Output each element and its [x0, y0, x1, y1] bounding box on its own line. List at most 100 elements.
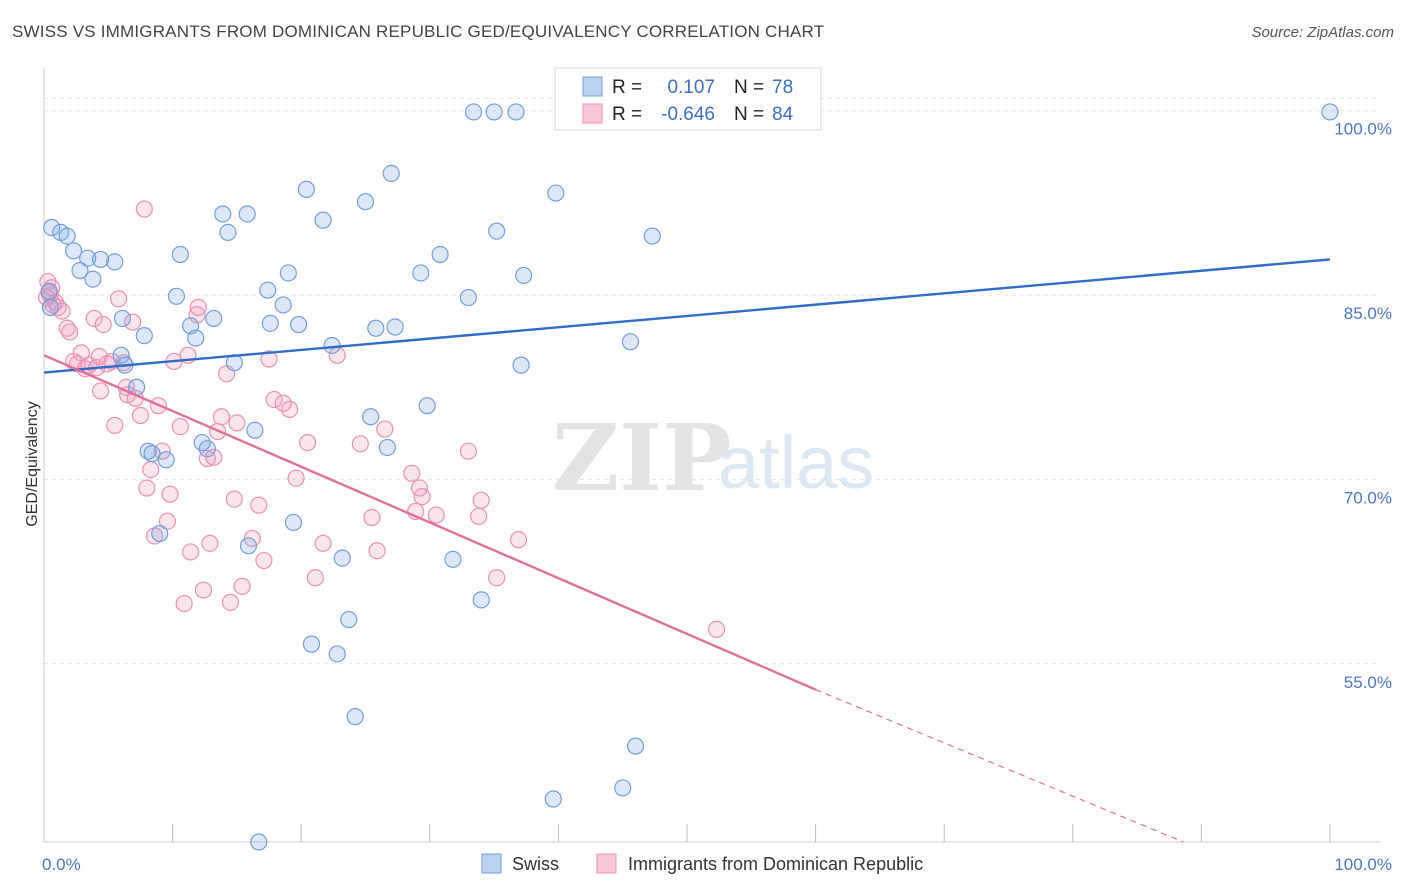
- swiss-point-50: [382, 164, 400, 183]
- swiss-point-47: [362, 408, 380, 426]
- swiss-point-58: [472, 591, 490, 609]
- swiss-point-69: [621, 333, 640, 351]
- watermark-atlas: atlas: [718, 421, 874, 504]
- swiss-point-54: [431, 245, 449, 264]
- swiss-point-64: [544, 790, 562, 808]
- dominican-point-79: [707, 620, 726, 638]
- dominican-point-12: [85, 309, 103, 328]
- swiss-point-8: [106, 253, 124, 271]
- swiss-point-2: [58, 227, 76, 245]
- swiss-point-62: [512, 356, 530, 374]
- swiss-point-26: [219, 223, 237, 241]
- legend-r-label-2: R =: [612, 104, 642, 125]
- y-tick-label-0: 55.0%: [1344, 673, 1392, 692]
- dominican-point-37: [175, 594, 193, 613]
- bottom-legend-swatch-swiss: [481, 853, 502, 874]
- dominican-point-59: [281, 400, 299, 418]
- dominican-point-62: [306, 569, 324, 587]
- dominican-point-42: [194, 581, 213, 599]
- swiss-point-16: [151, 524, 169, 543]
- swiss-point-15: [143, 445, 161, 463]
- swiss-point-36: [284, 513, 303, 532]
- chart-title: SWISS VS IMMIGRANTS FROM DOMINICAN REPUB…: [12, 22, 825, 41]
- swiss-point-29: [239, 537, 258, 555]
- swiss-point-57: [464, 103, 483, 121]
- swiss-point-70: [626, 737, 645, 755]
- legend-r-value-2: -0.646: [661, 104, 715, 125]
- dominican-point-76: [472, 491, 490, 509]
- dominican-point-57: [265, 390, 283, 409]
- legend-n-label-1: N =: [734, 77, 764, 98]
- swiss-point-21: [187, 329, 205, 347]
- source-label: Source: ZipAtlas.com: [1251, 24, 1394, 41]
- dominican-point-72: [413, 488, 431, 506]
- dominican-point-28: [138, 479, 156, 497]
- dominican-point-77: [488, 569, 506, 587]
- swiss-point-28: [238, 205, 256, 223]
- legend-n-value-2: 84: [772, 104, 794, 125]
- dominican-point-43: [198, 449, 216, 468]
- dominican-point-75: [470, 507, 488, 525]
- dominican-point-55: [255, 551, 273, 570]
- dominican-point-61: [299, 433, 317, 452]
- dominican-trend-line: [43, 354, 817, 691]
- series-legend: Swiss Immigrants from Dominican Republic: [481, 853, 923, 874]
- swiss-point-42: [328, 645, 346, 663]
- bottom-legend-dominican: Immigrants from Dominican Republic: [628, 854, 923, 874]
- swiss-point-43: [333, 549, 351, 567]
- swiss-point-34: [274, 296, 292, 314]
- correlation-legend: R = 0.107 N = 78 R = -0.646 N = 84: [554, 67, 822, 131]
- dominican-point-50: [225, 490, 243, 508]
- bottom-legend-swatch-dominican: [596, 853, 617, 874]
- dominican-point-54: [250, 496, 268, 514]
- swiss-point-53: [418, 397, 436, 415]
- dominican-point-45: [205, 448, 223, 466]
- dominican-point-69: [403, 464, 421, 482]
- swiss-point-39: [302, 635, 321, 653]
- swiss-point-25: [214, 205, 232, 223]
- dominican-point-6: [61, 323, 79, 341]
- swiss-point-75: [40, 282, 58, 300]
- swiss-point-4: [71, 261, 89, 280]
- dominican-point-33: [158, 512, 177, 530]
- swiss-point-19: [171, 245, 189, 264]
- swiss-point-7: [91, 250, 110, 269]
- swiss-point-33: [261, 314, 279, 332]
- legend-swatch-swiss: [582, 76, 603, 97]
- dominican-point-58: [274, 394, 292, 412]
- x-tick-label-0: 0.0%: [42, 855, 81, 874]
- dominican-point-32: [153, 442, 171, 460]
- dominican-point-29: [142, 461, 160, 479]
- swiss-point-10: [112, 346, 130, 364]
- swiss-point-41: [323, 336, 341, 355]
- swiss-point-51: [386, 318, 404, 336]
- x-tick-label-1: 100.0%: [1334, 855, 1392, 874]
- dominican-point-27: [135, 200, 153, 218]
- dominican-point-67: [368, 542, 386, 560]
- dominican-point-47: [212, 408, 231, 426]
- dominican-point-15: [91, 382, 110, 400]
- swiss-point-55: [444, 550, 462, 568]
- dominican-point-24: [124, 313, 142, 331]
- swiss-point-71: [643, 227, 661, 245]
- swiss-point-13: [135, 327, 153, 345]
- swiss-point-44: [340, 610, 358, 629]
- swiss-point-63: [515, 266, 533, 285]
- swiss-trend-line: [43, 258, 1331, 374]
- dominican-point-78: [509, 531, 528, 549]
- swiss-point-56: [459, 288, 477, 307]
- dominican-point-9: [72, 344, 90, 362]
- swiss-point-32: [259, 281, 277, 299]
- dominican-point-74: [459, 442, 477, 460]
- bottom-legend-swiss: Swiss: [512, 854, 559, 874]
- legend-n-value-1: 78: [772, 77, 793, 98]
- dominican-points: [37, 200, 726, 638]
- dominican-point-44: [201, 534, 219, 552]
- trend-lines: [43, 258, 1331, 843]
- dominican-point-56: [260, 350, 278, 368]
- dominican-point-41: [189, 298, 207, 316]
- legend-r-label-1: R =: [612, 77, 642, 98]
- dominican-point-39: [182, 543, 200, 561]
- dominican-point-34: [161, 485, 179, 503]
- swiss-point-9: [113, 309, 132, 328]
